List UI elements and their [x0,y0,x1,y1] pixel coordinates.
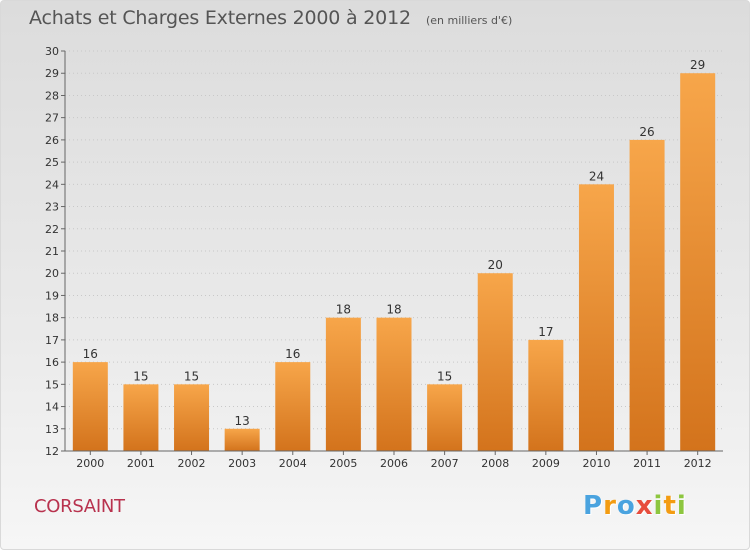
x-tick-label: 2011 [633,457,661,470]
title-row: Achats et Charges Externes 2000 à 2012 (… [29,7,512,29]
y-tick-label: 13 [45,423,59,436]
x-tick-label: 2002 [178,457,206,470]
bar-2003 [224,428,260,451]
y-axis-ticks: 12 13 14 15 16 17 18 19 20 21 22 23 24 25 26 27 28 29 30 [45,45,65,458]
data-label-2007: 15 [437,369,452,383]
y-tick-label: 18 [45,312,59,325]
x-tick-label: 2005 [329,457,357,470]
bars [72,73,716,452]
bar-2002 [174,384,210,451]
y-tick-label: 20 [45,267,59,280]
y-tick-label: 14 [45,401,59,414]
logo-letter: P [583,491,604,521]
data-label-2006: 18 [386,303,401,317]
data-label-2003: 13 [235,414,250,428]
y-tick-label: 19 [45,289,59,302]
logo-letter: o [616,491,636,521]
logo-letter: i [653,491,664,521]
x-tick-label: 2003 [228,457,256,470]
bar-2012 [680,73,716,451]
bar-2004 [275,362,311,451]
axes [64,51,723,452]
y-tick-label: 16 [45,356,59,369]
y-tick-label: 28 [45,89,59,102]
bar-2001 [123,384,159,451]
data-label-2004: 16 [285,347,300,361]
data-label-2001: 15 [133,369,148,383]
data-label-2005: 18 [336,303,351,317]
y-tick-label: 22 [45,223,59,236]
x-tick-label: 2009 [532,457,560,470]
y-tick-label: 29 [45,67,59,80]
y-tick-label: 25 [45,156,59,169]
y-tick-label: 26 [45,134,59,147]
x-tick-label: 2006 [380,457,408,470]
x-tick-label: 2001 [127,457,155,470]
bar-2006 [376,317,412,451]
bar-2009 [528,339,564,451]
y-tick-label: 15 [45,378,59,391]
y-tick-label: 23 [45,201,59,214]
x-tick-label: 2008 [481,457,509,470]
data-label-2000: 16 [83,347,98,361]
y-tick-label: 17 [45,334,59,347]
logo-letter: x [635,491,654,521]
y-tick-label: 30 [45,45,59,58]
y-tick-label: 21 [45,245,59,258]
bar-2005 [325,317,361,451]
bar-2010 [578,184,614,452]
y-tick-label: 24 [45,178,59,191]
bar-2007 [427,384,463,451]
x-tick-label: 2010 [582,457,610,470]
proxiti-logo: Proxiti [583,491,687,521]
chart-title: Achats et Charges Externes 2000 à 2012 [29,7,411,29]
x-tick-label: 2007 [431,457,459,470]
data-label-2010: 24 [589,169,604,183]
x-tick-label: 2004 [279,457,307,470]
x-axis-ticks: 2000 2001 2002 2003 2004 2005 2006 2007 2008 2009… [76,451,712,470]
chart-unit: (en milliers d'€) [425,14,513,27]
bar-2000 [72,362,108,451]
y-tick-label: 12 [45,445,59,458]
bar-2008 [477,273,513,451]
data-labels: 16 15 15 13 16 18 18 15 20 17 24 26 29 [83,58,706,428]
logo-letter: r [603,491,617,521]
data-label-2008: 20 [488,258,503,272]
data-label-2002: 15 [184,369,199,383]
y-tick-label: 27 [45,112,59,125]
x-tick-label: 2000 [76,457,104,470]
x-tick-label: 2012 [684,457,712,470]
data-label-2009: 17 [538,325,553,339]
commune-name: CORSAINT [34,496,125,517]
logo-letter: t [663,491,677,521]
bar-2011 [629,139,665,451]
logo-letter: i [676,491,687,521]
data-label-2012: 29 [690,58,705,72]
data-label-2011: 26 [639,125,654,139]
